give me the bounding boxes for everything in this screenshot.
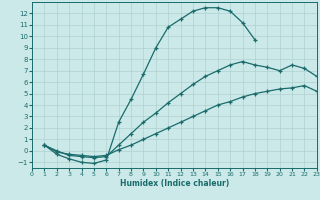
X-axis label: Humidex (Indice chaleur): Humidex (Indice chaleur) bbox=[120, 179, 229, 188]
